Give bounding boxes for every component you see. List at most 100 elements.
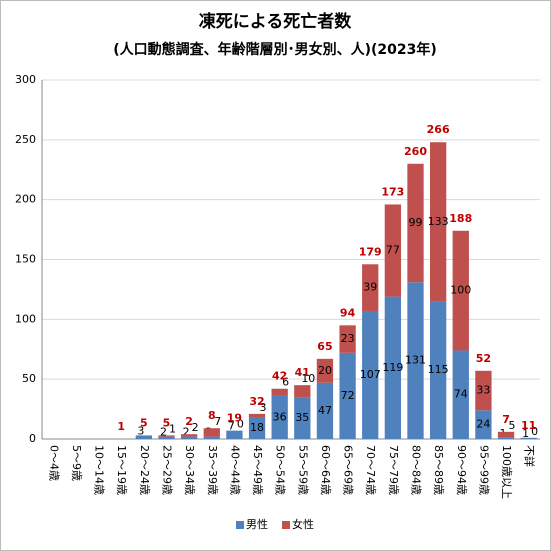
x-tick-label: 60～64歳 (319, 445, 332, 495)
total-label: 266 (427, 123, 450, 136)
data-label: 7 (228, 420, 235, 433)
bar-segment (294, 385, 311, 398)
data-label: 131 (405, 354, 426, 367)
data-label: 72 (341, 389, 355, 402)
bar-segment (475, 410, 492, 439)
x-tick-label: 35～39歳 (206, 445, 219, 495)
bar-segment (180, 434, 198, 437)
data-label: 0 (237, 418, 244, 431)
x-tick-label: 20～24歳 (138, 445, 151, 495)
x-tick-label: 不詳 (523, 445, 537, 467)
data-label: 74 (454, 388, 468, 401)
y-tick-label: 300 (15, 73, 36, 86)
total-label: 8 (208, 409, 216, 422)
bar-segment (203, 428, 220, 437)
bar-segment (294, 397, 311, 439)
data-label: 99 (409, 216, 423, 229)
data-label: 133 (428, 215, 449, 228)
chart-title: 凍死による死亡者数 (199, 11, 352, 32)
bar-segment (407, 282, 424, 439)
x-tick-label: 10～14歳 (93, 445, 106, 495)
bar-segment (226, 430, 243, 439)
total-label: 5 (140, 416, 148, 429)
bar-segment (497, 431, 515, 438)
x-tick-label: 75～79歳 (387, 445, 400, 495)
bar-segment (520, 437, 537, 439)
bar-segment (429, 142, 447, 302)
data-label: 2 (183, 426, 190, 439)
data-label: 7 (214, 415, 221, 428)
data-label: 100 (450, 284, 471, 297)
bar-segment (135, 435, 153, 439)
bar-segment (339, 352, 356, 439)
data-label: 1 (169, 422, 176, 435)
legend-label: 男性 (246, 517, 268, 531)
bar-segment (180, 436, 198, 439)
bar-segment (362, 264, 379, 311)
bar-segment (452, 230, 469, 351)
data-label: 10 (301, 372, 315, 385)
bar-segment (384, 296, 402, 439)
bar-segment (158, 436, 175, 439)
data-label: 5 (509, 419, 516, 432)
y-tick-label: 250 (15, 133, 36, 146)
bar-segment (248, 413, 266, 418)
total-label: 11 (521, 419, 536, 432)
x-tick-label: 65～69歳 (342, 445, 355, 495)
data-label: 35 (295, 411, 309, 424)
bar-segment (429, 301, 447, 439)
y-tick-label: 200 (15, 193, 36, 206)
data-label: 115 (428, 363, 449, 376)
bar-segment (158, 435, 175, 437)
x-tick-label: 95～99歳 (477, 445, 490, 495)
total-label: 179 (359, 245, 382, 258)
bar-segment (316, 382, 334, 439)
x-tick-label: 15～19歳 (115, 445, 128, 495)
x-tick-label: 70～74歳 (364, 445, 377, 495)
data-label: 47 (318, 404, 332, 417)
total-label: 2 (185, 415, 193, 428)
total-label: 42 (272, 370, 287, 383)
bar-segment (407, 163, 424, 283)
total-label: 1 (117, 420, 125, 433)
data-label: 6 (282, 376, 289, 389)
x-tick-label: 40～44歳 (228, 445, 241, 495)
data-label: 1 (522, 427, 529, 440)
total-label: 32 (249, 395, 264, 408)
legend-label: 女性 (292, 517, 314, 531)
data-label: 33 (476, 384, 490, 397)
total-label: 65 (317, 340, 332, 353)
x-tick-label: 25～29歳 (161, 445, 174, 495)
bar-segment (339, 325, 356, 353)
x-tick-label: 45～49歳 (251, 445, 264, 495)
x-tick-label: 5～9歳 (70, 445, 83, 481)
x-tick-label: 90～94歳 (455, 445, 468, 495)
bar-segment (271, 388, 288, 396)
total-label: 7 (502, 413, 510, 426)
total-label: 19 (227, 412, 242, 425)
data-label: 2 (160, 426, 167, 439)
legend-swatch (236, 521, 244, 529)
chart-subtitle: (人口動態調査、年齢階層別･男女別、人)(2023年) (113, 41, 437, 58)
total-label: 52 (476, 352, 491, 365)
x-tick-label: 80～84歳 (410, 445, 423, 495)
x-tick-label: 0～4歳 (47, 445, 60, 481)
data-label: 119 (382, 361, 403, 374)
data-label: 23 (341, 332, 355, 345)
bar-segment (203, 436, 220, 439)
data-label: 77 (386, 244, 400, 257)
x-tick-label: 50～54歳 (274, 445, 287, 495)
bar-segment (316, 358, 334, 383)
total-label: 5 (163, 416, 171, 429)
data-label: 39 (363, 281, 377, 294)
data-label: 20 (318, 364, 332, 377)
total-label: 94 (340, 306, 356, 319)
data-label: 36 (273, 410, 287, 423)
y-tick-label: 50 (22, 372, 36, 385)
bar-segment (384, 204, 402, 297)
legend-swatch (282, 521, 290, 529)
total-label: 260 (404, 145, 427, 158)
data-label: 3 (137, 424, 144, 437)
data-label: 0 (531, 425, 538, 438)
